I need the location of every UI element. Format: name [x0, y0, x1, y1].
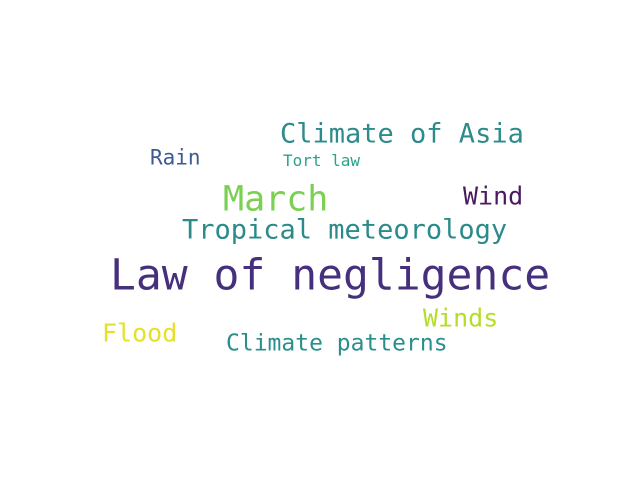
word-climate-of-asia: Climate of Asia [280, 118, 524, 150]
word-rain: Rain [150, 145, 201, 170]
word-winds: Winds [423, 303, 499, 333]
word-march: March [223, 179, 329, 220]
word-tort-law: Tort law [283, 151, 361, 170]
word-flood: Flood [102, 318, 178, 348]
word-wind: Wind [463, 181, 524, 211]
word-climate-patterns: Climate patterns [226, 330, 448, 357]
word-law-of-negligence: Law of negligence [110, 250, 551, 301]
word-tropical-meteorology: Tropical meteorology [182, 214, 508, 246]
